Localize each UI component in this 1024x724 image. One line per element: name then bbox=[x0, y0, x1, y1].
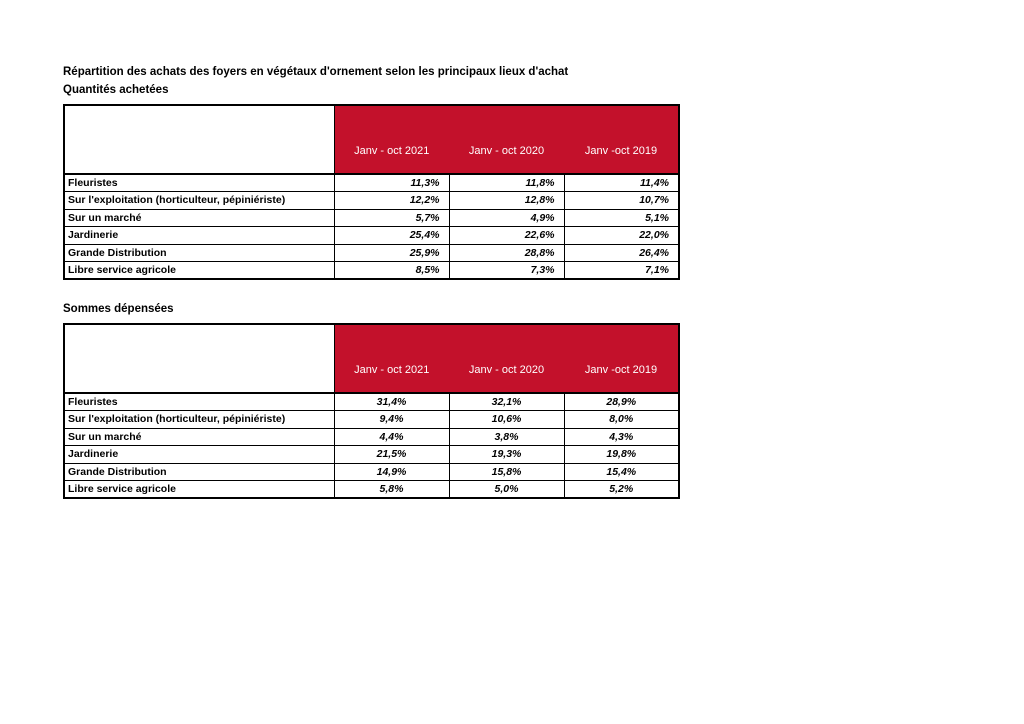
value-cell: 14,9% bbox=[333, 462, 450, 481]
value-cell: 32,1% bbox=[448, 392, 565, 411]
value-cell: 25,9% bbox=[333, 243, 450, 262]
table-row: Sur l'exploitation (horticulteur, pépini… bbox=[63, 191, 680, 210]
row-label: Jardinerie bbox=[63, 445, 335, 464]
value-cell: 8,0% bbox=[563, 410, 680, 429]
value-cell: 19,8% bbox=[563, 445, 680, 464]
column-header-2019: Janv -oct 2019 bbox=[564, 324, 679, 394]
empty-corner-cell bbox=[64, 324, 335, 394]
value-cell: 11,3% bbox=[333, 173, 450, 192]
table-row: Libre service agricole 5,8% 5,0% 5,2% bbox=[63, 480, 680, 499]
value-cell: 25,4% bbox=[333, 226, 450, 245]
value-cell: 10,7% bbox=[563, 191, 680, 210]
table-row: Grande Distribution 25,9% 28,8% 26,4% bbox=[63, 243, 680, 262]
column-header-2021: Janv - oct 2021 bbox=[334, 324, 449, 394]
row-label: Libre service agricole bbox=[63, 480, 335, 499]
document-title: Répartition des achats des foyers en vég… bbox=[63, 66, 569, 78]
table-row: Jardinerie 21,5% 19,3% 19,8% bbox=[63, 445, 680, 464]
value-cell: 8,5% bbox=[333, 261, 450, 280]
row-label: Grande Distribution bbox=[63, 462, 335, 481]
value-cell: 12,2% bbox=[333, 191, 450, 210]
row-label: Libre service agricole bbox=[63, 261, 335, 280]
column-header-2019: Janv -oct 2019 bbox=[564, 105, 679, 175]
row-label: Fleuristes bbox=[63, 173, 335, 192]
value-cell: 10,6% bbox=[448, 410, 565, 429]
quantities-table-caption: Quantités achetées bbox=[63, 84, 169, 96]
row-label: Fleuristes bbox=[63, 392, 335, 411]
header-row: Janv - oct 2021 Janv - oct 2020 Janv -oc… bbox=[64, 105, 679, 175]
value-cell: 9,4% bbox=[333, 410, 450, 429]
value-cell: 5,2% bbox=[563, 480, 680, 499]
table-row: Grande Distribution 14,9% 15,8% 15,4% bbox=[63, 462, 680, 481]
quantities-table: Janv - oct 2021 Janv - oct 2020 Janv -oc… bbox=[63, 104, 680, 280]
value-cell: 15,4% bbox=[563, 462, 680, 481]
value-cell: 7,1% bbox=[563, 261, 680, 280]
header-row: Janv - oct 2021 Janv - oct 2020 Janv -oc… bbox=[64, 324, 679, 394]
value-cell: 7,3% bbox=[448, 261, 565, 280]
empty-corner-cell bbox=[64, 105, 335, 175]
value-cell: 4,9% bbox=[448, 208, 565, 227]
value-cell: 11,4% bbox=[563, 173, 680, 192]
table-row: Jardinerie 25,4% 22,6% 22,0% bbox=[63, 226, 680, 245]
row-label: Sur un marché bbox=[63, 208, 335, 227]
table-row: Sur un marché 5,7% 4,9% 5,1% bbox=[63, 208, 680, 227]
value-cell: 4,3% bbox=[563, 427, 680, 446]
table-row: Libre service agricole 8,5% 7,3% 7,1% bbox=[63, 261, 680, 280]
column-header-2021: Janv - oct 2021 bbox=[334, 105, 449, 175]
value-cell: 5,8% bbox=[333, 480, 450, 499]
row-label: Jardinerie bbox=[63, 226, 335, 245]
value-cell: 3,8% bbox=[448, 427, 565, 446]
value-cell: 5,7% bbox=[333, 208, 450, 227]
value-cell: 21,5% bbox=[333, 445, 450, 464]
page-content: Répartition des achats des foyers en vég… bbox=[63, 66, 680, 499]
value-cell: 4,4% bbox=[333, 427, 450, 446]
row-label: Sur un marché bbox=[63, 427, 335, 446]
table-row: Fleuristes 11,3% 11,8% 11,4% bbox=[63, 173, 680, 192]
value-cell: 5,1% bbox=[563, 208, 680, 227]
amounts-table: Janv - oct 2021 Janv - oct 2020 Janv -oc… bbox=[63, 323, 680, 499]
table-row: Fleuristes 31,4% 32,1% 28,9% bbox=[63, 392, 680, 411]
value-cell: 28,8% bbox=[448, 243, 565, 262]
table-row: Sur l'exploitation (horticulteur, pépini… bbox=[63, 410, 680, 429]
value-cell: 22,0% bbox=[563, 226, 680, 245]
value-cell: 15,8% bbox=[448, 462, 565, 481]
value-cell: 22,6% bbox=[448, 226, 565, 245]
row-label: Grande Distribution bbox=[63, 243, 335, 262]
value-cell: 26,4% bbox=[563, 243, 680, 262]
amounts-table-caption: Sommes dépensées bbox=[63, 303, 174, 315]
value-cell: 31,4% bbox=[333, 392, 450, 411]
value-cell: 28,9% bbox=[563, 392, 680, 411]
column-header-2020: Janv - oct 2020 bbox=[449, 324, 564, 394]
value-cell: 11,8% bbox=[448, 173, 565, 192]
row-label: Sur l'exploitation (horticulteur, pépini… bbox=[63, 191, 335, 210]
value-cell: 5,0% bbox=[448, 480, 565, 499]
table-row: Sur un marché 4,4% 3,8% 4,3% bbox=[63, 427, 680, 446]
value-cell: 12,8% bbox=[448, 191, 565, 210]
row-label: Sur l'exploitation (horticulteur, pépini… bbox=[63, 410, 335, 429]
column-header-2020: Janv - oct 2020 bbox=[449, 105, 564, 175]
value-cell: 19,3% bbox=[448, 445, 565, 464]
